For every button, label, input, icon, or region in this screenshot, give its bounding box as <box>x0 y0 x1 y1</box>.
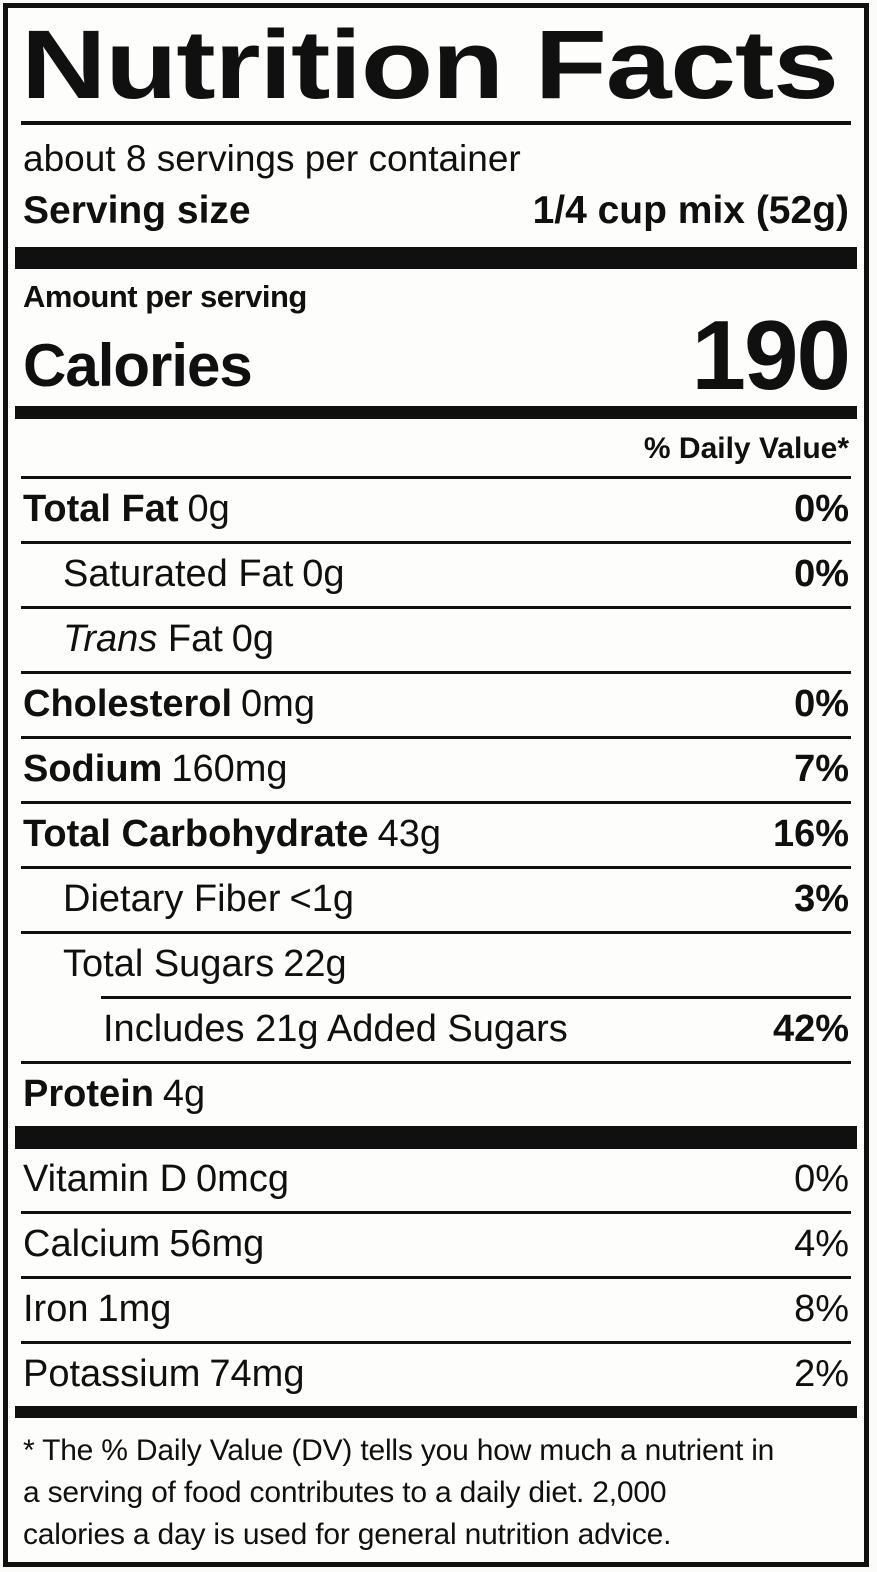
nutrient-name-and-amount: Sodium 160mg <box>23 747 288 790</box>
nutrient-daily-value: 8% <box>794 1288 849 1331</box>
nutrient-daily-value: 0% <box>794 682 849 725</box>
nutrient-name: Dietary Fiber <box>63 877 281 920</box>
nutrient-row: Protein 4g <box>21 1061 851 1126</box>
nutrient-row: Trans Fat 0g <box>21 605 851 671</box>
nutrient-daily-value: 0% <box>794 1158 849 1201</box>
nutrient-amount: 0g <box>187 487 230 530</box>
nutrient-row: Dietary Fiber <1g 3% <box>21 865 851 931</box>
amount-per-serving-label: Amount per serving <box>23 279 307 315</box>
section-divider-bar <box>15 405 857 419</box>
nutrient-name-and-amount: Iron 1mg <box>23 1289 171 1330</box>
nutrient-name: Includes 21g Added Sugars <box>103 1008 568 1050</box>
nutrient-row: Sodium 160mg 7% <box>21 735 851 801</box>
footnote: * The % Daily Value (DV) tells you how m… <box>21 1418 851 1562</box>
nutrient-name-and-amount: Total Fat 0g <box>23 487 230 530</box>
nutrient-daily-value: 3% <box>794 877 849 920</box>
nutrient-daily-value: 16% <box>772 812 849 855</box>
footnote-line: calories a day is used for general nutri… <box>23 1518 672 1552</box>
nutrient-daily-value: 0% <box>794 487 849 530</box>
nutrient-row: Total Carbohydrate 43g 16% <box>21 800 851 866</box>
nutrient-name: Sodium <box>23 747 163 790</box>
nutrient-amount: 43g <box>377 812 441 855</box>
nutrient-name: Iron <box>23 1288 89 1331</box>
nutrient-name-and-amount: Saturated Fat 0g <box>63 552 345 595</box>
nutrient-amount: 22g <box>283 942 347 985</box>
nutrient-name-italic: Trans <box>63 617 168 660</box>
nutrient-name: Total Carbohydrate <box>23 812 369 855</box>
nutrient-name-and-amount: Includes 21g Added Sugars <box>103 1008 568 1050</box>
nutrient-amount: 1mg <box>97 1288 172 1331</box>
nutrient-row: Total Fat 0g 0% <box>21 479 851 541</box>
nutrient-name-and-amount: Calcium 56mg <box>23 1224 264 1265</box>
nutrient-row: Potassium 74mg 2% <box>21 1341 851 1406</box>
nutrient-row: Total Sugars 22g <box>21 930 851 996</box>
nutrient-amount: 160mg <box>171 747 288 790</box>
nutrient-row: Cholesterol 0mg 0% <box>21 670 851 736</box>
nutrient-row: Vitamin D 0mcg 0% <box>21 1149 851 1211</box>
daily-value-header: % Daily Value* <box>21 419 851 479</box>
nutrient-name: Cholesterol <box>23 682 233 725</box>
nutrient-row: Calcium 56mg 4% <box>21 1211 851 1276</box>
footnote-line: * The % Daily Value (DV) tells you how m… <box>23 1434 775 1468</box>
nutrient-amount: <1g <box>289 877 354 920</box>
calories-row: Calories 190 <box>21 300 851 411</box>
nutrient-daily-value: 0% <box>794 552 849 595</box>
nutrient-amount: 0g <box>302 552 345 595</box>
title-divider <box>21 121 851 125</box>
nutrient-name-and-amount: Vitamin D 0mcg <box>23 1159 289 1200</box>
nutrient-amount: 4g <box>162 1073 206 1116</box>
calories-value: 190 <box>691 300 851 411</box>
serving-size-label: Serving size <box>23 189 251 233</box>
nutrient-rows: Total Fat 0g 0% Saturated Fat 0g 0% Trans … <box>21 479 851 1126</box>
section-divider-bar <box>15 1126 857 1150</box>
nutrient-daily-value: 7% <box>794 747 849 790</box>
section-divider-bar <box>15 1406 857 1419</box>
section-divider-bar <box>15 247 857 270</box>
nutrient-name-and-amount: Trans Fat 0g <box>63 617 275 660</box>
vitamin-rows: Vitamin D 0mcg 0% Calcium 56mg 4% Iron 1mg … <box>21 1149 851 1406</box>
nutrient-amount: 0g <box>231 617 275 660</box>
nutrient-name: Fat <box>167 617 223 660</box>
nutrient-name-and-amount: Total Sugars 22g <box>63 942 347 985</box>
nutrient-name: Total Fat <box>23 487 179 530</box>
serving-size-row: Serving size 1/4 cup mix (52g) <box>21 183 851 247</box>
nutrient-name: Saturated Fat <box>63 552 294 595</box>
nutrient-name-and-amount: Dietary Fiber <1g <box>63 877 354 920</box>
nutrient-name-and-amount: Protein 4g <box>23 1074 205 1115</box>
footnote-line: a serving of food contributes to a daily… <box>23 1476 667 1510</box>
nutrition-facts-label: Nutrition Facts about 8 servings per con… <box>3 3 869 1567</box>
nutrient-row: Saturated Fat 0g 0% <box>21 540 851 606</box>
nutrient-row: Iron 1mg 8% <box>21 1276 851 1341</box>
nutrient-name: Protein <box>23 1073 154 1116</box>
nutrient-name: Total Sugars <box>63 942 275 985</box>
nutrient-amount: 0mg <box>241 682 315 725</box>
label-title: Nutrition Facts <box>21 10 839 119</box>
nutrient-name-and-amount: Potassium 74mg <box>23 1354 304 1395</box>
nutrient-amount: 74mg <box>209 1353 305 1396</box>
nutrient-amount: 0mcg <box>196 1158 289 1201</box>
partial-divider <box>101 996 851 999</box>
nutrient-name: Calcium <box>23 1223 161 1266</box>
nutrient-daily-value: 4% <box>794 1223 849 1266</box>
nutrient-name: Potassium <box>23 1353 201 1396</box>
nutrient-name-and-amount: Cholesterol 0mg <box>23 682 315 725</box>
serving-size-value: 1/4 cup mix (52g) <box>532 189 849 233</box>
servings-per-container: about 8 servings per container <box>23 138 521 179</box>
nutrient-row: Includes 21g Added Sugars 42% <box>21 996 851 1061</box>
nutrient-name: Vitamin D <box>23 1158 188 1201</box>
nutrient-daily-value: 2% <box>794 1353 849 1396</box>
calories-label: Calories <box>23 331 253 399</box>
nutrient-name-and-amount: Total Carbohydrate 43g <box>23 812 441 855</box>
nutrient-daily-value: 42% <box>772 1008 849 1050</box>
nutrient-amount: 56mg <box>169 1223 265 1266</box>
